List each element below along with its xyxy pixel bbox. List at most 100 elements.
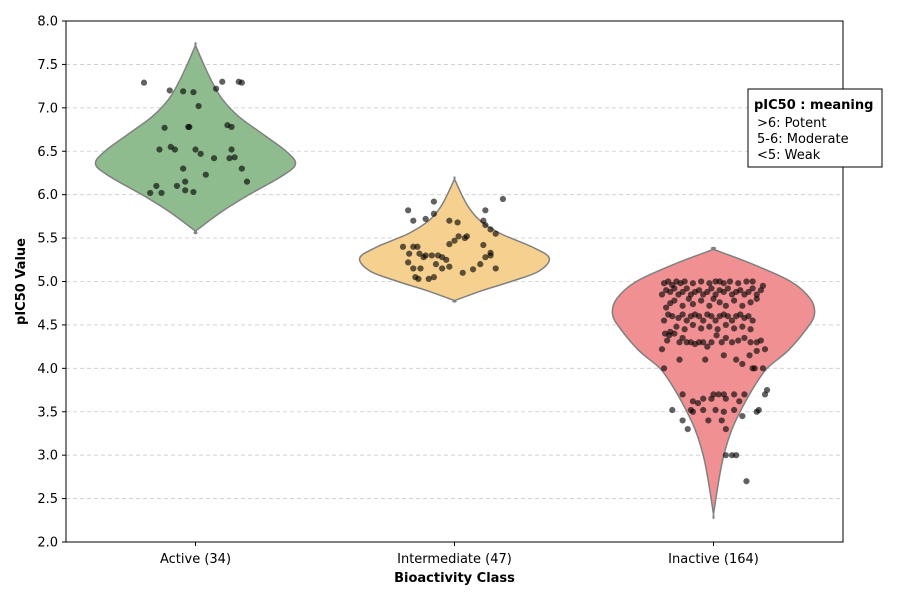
data-point: [417, 265, 424, 272]
data-point: [737, 311, 744, 318]
data-point: [482, 254, 489, 261]
data-point: [681, 326, 688, 333]
y-axis-title: pIC50 Value: [14, 238, 29, 325]
data-point: [700, 317, 707, 324]
data-point: [746, 352, 753, 359]
data-point: [679, 391, 686, 398]
y-axis: 2.0 2.5 3.0 3.5 4.0 4.5 5.0 5.5 6.0 6.5 7.0 7.5 8.0: [37, 15, 66, 551]
data-point: [753, 291, 760, 298]
data-point: [763, 386, 771, 394]
data-point: [415, 275, 422, 282]
data-point: [704, 343, 711, 350]
data-point: [182, 178, 189, 185]
data-point: [731, 325, 738, 332]
data-point: [712, 406, 719, 414]
data-point: [747, 299, 754, 306]
data-point: [689, 280, 697, 287]
data-point: [182, 187, 189, 194]
y-tick-label: 6.5: [37, 145, 58, 160]
data-point: [180, 88, 187, 95]
data-point: [684, 426, 691, 433]
data-point: [161, 124, 168, 131]
data-point: [414, 243, 421, 250]
data-point: [741, 334, 748, 342]
data-point: [226, 155, 233, 162]
data-point: [731, 406, 738, 414]
data-point: [439, 265, 446, 272]
data-point: [712, 317, 719, 324]
data-point: [432, 261, 440, 268]
data-point: [231, 154, 238, 161]
violin-body: [94, 42, 297, 235]
data-point: [425, 275, 432, 282]
data-point: [166, 87, 173, 94]
data-point: [173, 182, 181, 190]
data-point: [487, 226, 494, 233]
data-point: [243, 178, 251, 185]
data-point: [700, 339, 707, 346]
data-point: [675, 314, 682, 322]
data-point: [669, 281, 676, 289]
data-point: [695, 313, 703, 320]
data-point: [663, 304, 670, 311]
data-point: [694, 399, 702, 407]
data-point: [724, 285, 732, 292]
y-tick-label: 6.0: [37, 188, 58, 203]
data-point: [753, 347, 760, 355]
data-point: [430, 274, 437, 281]
data-point: [197, 150, 204, 157]
data-point: [410, 217, 417, 224]
data-point: [720, 408, 727, 415]
data-point: [720, 288, 727, 296]
data-point: [728, 339, 736, 346]
data-point: [238, 165, 245, 172]
data-point: [446, 217, 453, 224]
data-point: [459, 269, 466, 276]
data-point: [480, 217, 487, 224]
data-point: [741, 391, 748, 398]
point-layer: [140, 78, 771, 485]
data-point: [722, 452, 729, 459]
data-point: [658, 346, 666, 353]
data-point: [679, 334, 686, 342]
data-point: [499, 195, 507, 203]
data-point: [156, 146, 163, 153]
violin-layer: [94, 42, 816, 520]
data-point: [718, 417, 725, 424]
data-point: [492, 230, 499, 237]
data-point: [708, 285, 715, 292]
data-point: [679, 302, 686, 309]
data-point: [410, 265, 417, 272]
data-point: [716, 299, 723, 306]
data-point: [743, 478, 750, 485]
data-point: [147, 189, 154, 197]
data-point: [480, 241, 487, 249]
data-point: [706, 280, 713, 287]
y-tick-label: 2.5: [37, 492, 58, 507]
data-point: [761, 346, 769, 353]
y-tick-label: 3.5: [37, 405, 58, 420]
data-point: [665, 278, 672, 285]
data-point: [739, 302, 746, 309]
data-point: [689, 300, 697, 308]
data-point: [405, 207, 412, 214]
data-point: [405, 259, 412, 266]
data-point: [708, 339, 715, 346]
data-point: [190, 188, 197, 196]
data-point: [745, 313, 752, 320]
x-tick-label: Inactive (164): [668, 552, 759, 567]
y-tick-label: 4.5: [37, 318, 58, 333]
data-point: [660, 317, 668, 324]
data-point: [722, 426, 729, 433]
data-point: [192, 146, 199, 153]
data-point: [664, 337, 671, 344]
x-tick-label: Active (34): [160, 552, 231, 567]
data-point: [714, 326, 721, 333]
data-point: [722, 334, 729, 342]
x-axis-title: Bioactivity Class: [394, 571, 515, 586]
data-point: [724, 313, 732, 320]
data-point: [140, 79, 148, 86]
data-point: [698, 278, 705, 285]
data-point: [228, 123, 235, 131]
